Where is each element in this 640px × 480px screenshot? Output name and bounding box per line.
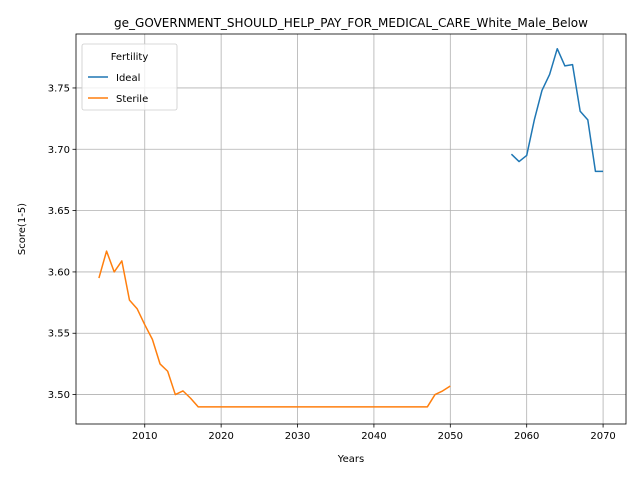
y-tick-label: 3.50 (48, 390, 70, 401)
legend-label-sterile: Sterile (116, 94, 148, 105)
plot-frame (75, 33, 627, 425)
x-axis-ticks: 2010 2020 2030 2040 2050 2060 2070 (132, 424, 616, 442)
x-tick-label: 2060 (514, 431, 539, 442)
legend-entries: Ideal Sterile (88, 73, 148, 105)
legend-title: Fertility (111, 52, 149, 63)
y-tick-label: 3.55 (48, 329, 70, 340)
legend-label-ideal: Ideal (116, 73, 140, 84)
x-tick-label: 2050 (438, 431, 463, 442)
y-axis-ticks: 3.50 3.55 3.60 3.65 3.70 3.75 (48, 83, 76, 401)
chart-title: ge_GOVERNMENT_SHOULD_HELP_PAY_FOR_MEDICA… (114, 16, 588, 30)
x-axis-label: Years (337, 454, 364, 465)
y-tick-label: 3.65 (48, 206, 70, 217)
legend: Fertility Ideal Sterile (81, 43, 178, 111)
series-line-sterile (98, 250, 451, 408)
x-tick-label: 2040 (361, 431, 386, 442)
x-tick-label: 2010 (132, 431, 157, 442)
y-tick-label: 3.70 (48, 145, 70, 156)
y-tick-label: 3.75 (48, 83, 70, 94)
x-tick-label: 2020 (208, 431, 233, 442)
x-tick-label: 2030 (285, 431, 310, 442)
legend-box (81, 43, 178, 111)
x-tick-label: 2070 (590, 431, 615, 442)
series-line-ideal (510, 47, 604, 173)
series-lines (98, 47, 604, 408)
y-tick-label: 3.60 (48, 267, 70, 278)
y-axis-label: Score(1-5) (17, 203, 28, 255)
grid (76, 34, 626, 424)
